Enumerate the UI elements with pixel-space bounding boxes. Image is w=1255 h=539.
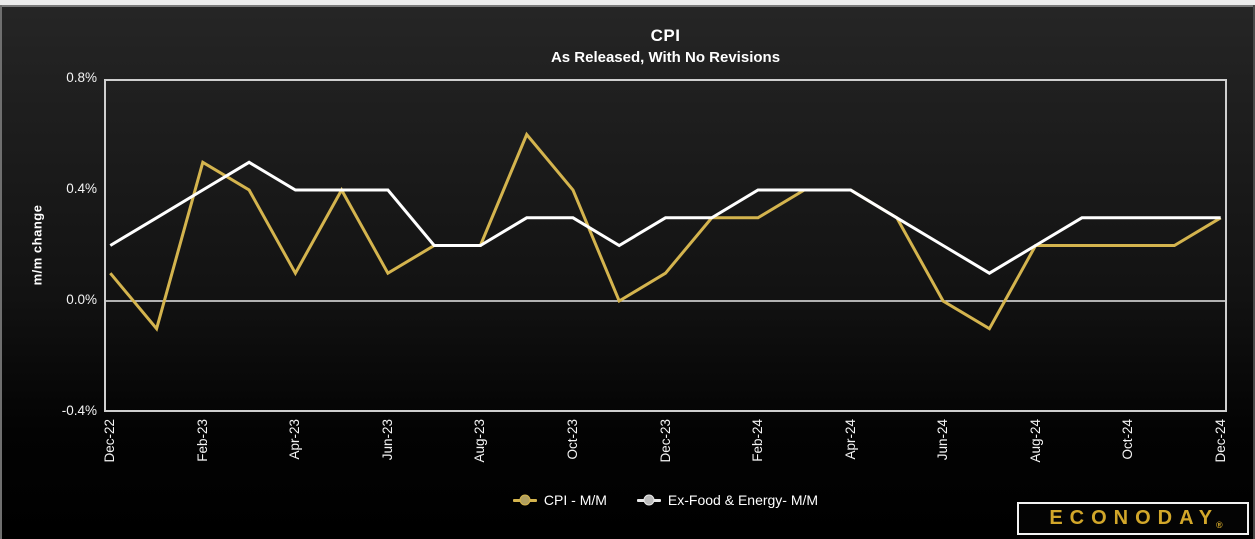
x-tick-label: Dec-23: [657, 419, 673, 463]
window-top-border: [0, 5, 1255, 7]
chart-subtitle: As Released, With No Revisions: [550, 49, 781, 66]
x-tick-label: Jun-23: [379, 419, 395, 461]
registered-trademark-symbol: ®: [1216, 519, 1223, 530]
series-line-cpi-mm: [109, 131, 1222, 332]
legend-item-ex-food-energy-mm: Ex-Food & Energy- M/M: [636, 492, 819, 508]
legend-label: Ex-Food & Energy- M/M: [667, 492, 819, 508]
window-right-border: [1253, 5, 1255, 539]
legend-marker-dot: [519, 494, 531, 506]
legend-line-dot-marker: [512, 494, 537, 506]
y-tick-label: -0.4%: [61, 403, 97, 418]
econoday-logo: ECONODAY®: [1017, 502, 1249, 535]
chart-title: CPI: [650, 26, 681, 45]
x-tick-label: Oct-24: [1120, 419, 1136, 460]
y-axis-title: m/m change: [29, 204, 45, 286]
x-tick-label: Dec-24: [1212, 419, 1228, 463]
legend-line-dot-marker: [636, 494, 661, 506]
plot-frame: [104, 79, 1227, 412]
x-tick-label: Apr-23: [287, 419, 303, 460]
x-tick-label: Apr-24: [842, 419, 858, 460]
y-tick-label: 0.4%: [66, 181, 97, 196]
legend-label: CPI - M/M: [543, 492, 607, 508]
chart-header: CPI As Released, With No Revisions: [104, 26, 1227, 66]
x-tick-label: Jun-24: [935, 419, 951, 461]
window-left-border: [0, 5, 2, 539]
logo-wordmark: ECONODAY: [1049, 506, 1220, 529]
x-tick-label: Oct-23: [564, 419, 580, 460]
x-tick-label: Aug-24: [1027, 419, 1043, 463]
window-top-strip: [0, 0, 1255, 5]
y-tick-label: 0.8%: [66, 70, 97, 85]
plot-area: [104, 79, 1227, 412]
legend-marker-dot: [643, 494, 655, 506]
chart-legend: CPI - M/M Ex-Food & Energy- M/M: [104, 492, 1227, 508]
series-line-ex-food-energy-mm: [109, 160, 1221, 275]
legend-item-cpi-mm: CPI - M/M: [512, 492, 607, 508]
econoday-logo-text: ECONODAY®: [1043, 508, 1222, 530]
y-tick-label: 0.0%: [66, 292, 97, 307]
x-tick-label: Dec-22: [102, 419, 118, 463]
x-tick-label: Feb-23: [194, 419, 210, 462]
x-tick-label: Aug-23: [472, 419, 488, 463]
x-tick-label: Feb-24: [750, 419, 766, 462]
